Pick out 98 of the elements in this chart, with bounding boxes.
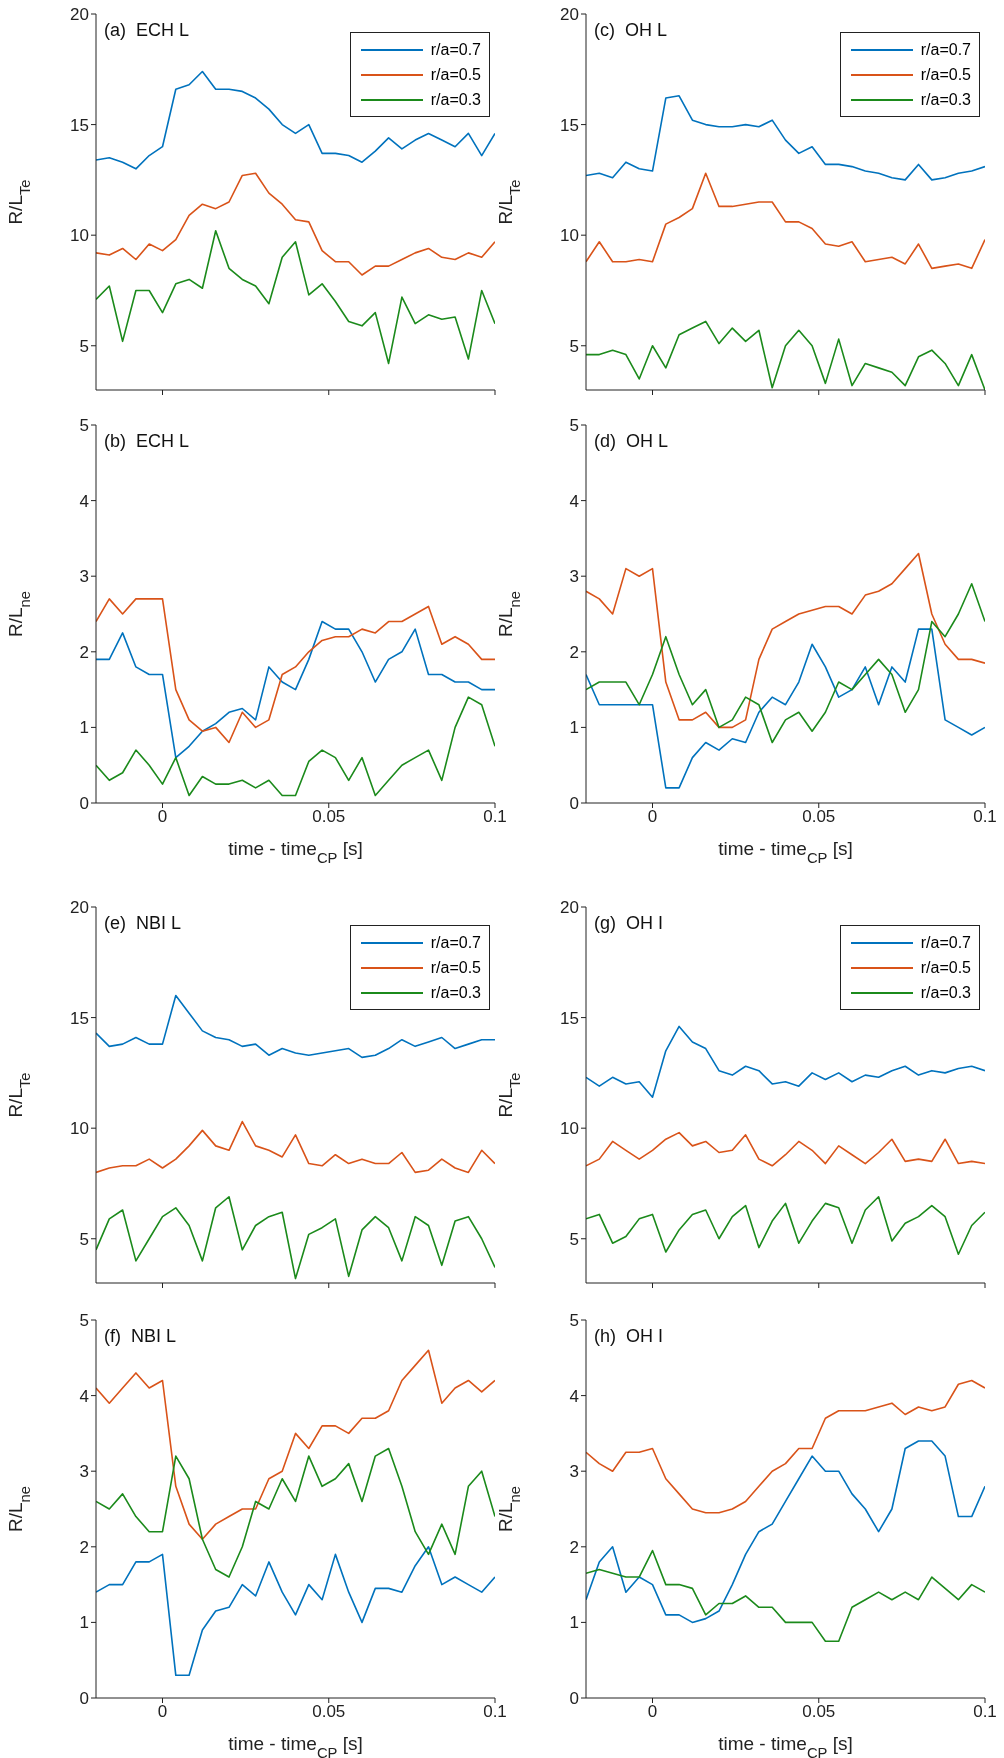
line-series xyxy=(96,172,495,276)
x-axis-title: time - time$_{CP}$ [s] xyxy=(228,838,363,866)
legend-label: r/a=0.7 xyxy=(920,933,971,952)
y-tick-label: 4 xyxy=(569,1386,579,1406)
y-tick-label: 10 xyxy=(70,226,89,246)
y-tick-label: 0 xyxy=(79,1689,89,1709)
x-tick-label: 0.05 xyxy=(802,1702,836,1722)
y-tick-label: 10 xyxy=(70,1119,89,1139)
x-axis-title: time - time$_{CP}$ [s] xyxy=(718,1733,853,1758)
y-tick-label: 5 xyxy=(569,1229,579,1249)
line-series xyxy=(96,1195,495,1280)
y-tick-label: 5 xyxy=(79,1311,89,1331)
annotation: (c) OH L xyxy=(594,20,668,41)
y-tick-label: 1 xyxy=(569,1613,579,1633)
legend-label: r/a=0.3 xyxy=(430,90,481,109)
x-tick-label: 0 xyxy=(647,807,658,827)
y-tick-label: 10 xyxy=(560,226,579,246)
y-tick-label: 2 xyxy=(79,642,89,662)
y-tick-label: 3 xyxy=(569,1462,579,1482)
x-tick-label: 0 xyxy=(157,1702,168,1722)
line-series xyxy=(586,172,985,270)
line-series xyxy=(586,1131,985,1167)
annotation: (g) OH I xyxy=(594,913,664,934)
legend-label: r/a=0.7 xyxy=(430,933,481,952)
y-tick-label: 20 xyxy=(70,898,89,918)
y-tick-label: 2 xyxy=(79,1537,89,1557)
legend-label: r/a=0.5 xyxy=(920,65,971,84)
x-axis-title: time - time$_{CP}$ [s] xyxy=(228,1733,363,1758)
y-tick-label: 4 xyxy=(79,1386,89,1406)
legend-label: r/a=0.7 xyxy=(920,40,971,59)
annotation: (b) ECH L xyxy=(104,431,190,452)
y-tick-label: 3 xyxy=(569,567,579,587)
y-tick-label: 5 xyxy=(79,1229,89,1249)
line-series xyxy=(96,620,495,759)
x-tick-label: 0.05 xyxy=(802,807,836,827)
y-tick-label: 10 xyxy=(560,1119,579,1139)
legend-label: r/a=0.3 xyxy=(920,90,971,109)
line-series xyxy=(96,1546,495,1677)
line-series xyxy=(96,70,495,170)
legend-label: r/a=0.3 xyxy=(920,983,971,1002)
y-tick-label: 3 xyxy=(79,1462,89,1482)
x-tick-label: 0.1 xyxy=(973,807,997,827)
line-series xyxy=(586,1195,985,1256)
line-series xyxy=(586,582,985,744)
y-tick-label: 0 xyxy=(569,1689,579,1709)
y-tick-label: 0 xyxy=(569,794,579,814)
x-tick-label: 0 xyxy=(647,1702,658,1722)
y-tick-label: 1 xyxy=(79,718,89,738)
y-tick-label: 3 xyxy=(79,567,89,587)
y-tick-label: 0 xyxy=(79,794,89,814)
y-tick-label: 15 xyxy=(70,115,89,135)
x-axis-title: time - time$_{CP}$ [s] xyxy=(718,838,853,866)
legend-label: r/a=0.5 xyxy=(920,958,971,977)
legend-label: r/a=0.5 xyxy=(430,65,481,84)
line-series xyxy=(96,229,495,365)
y-tick-label: 4 xyxy=(569,491,579,511)
x-tick-label: 0.1 xyxy=(973,1702,997,1722)
annotation: (h) OH I xyxy=(594,1326,664,1347)
line-series xyxy=(586,1379,985,1514)
x-tick-label: 0.1 xyxy=(483,1702,507,1722)
y-tick-label: 1 xyxy=(79,1613,89,1633)
line-series xyxy=(586,628,985,789)
y-tick-label: 15 xyxy=(70,1008,89,1028)
y-tick-label: 5 xyxy=(79,416,89,436)
line-series xyxy=(96,598,495,744)
line-series xyxy=(586,1549,985,1643)
line-series xyxy=(96,696,495,797)
line-series xyxy=(96,1120,495,1174)
y-tick-label: 20 xyxy=(70,5,89,25)
annotation: (e) NBI L xyxy=(104,913,182,934)
legend-label: r/a=0.3 xyxy=(430,983,481,1002)
y-tick-label: 15 xyxy=(560,115,579,135)
y-tick-label: 5 xyxy=(79,336,89,356)
annotation: (d) OH L xyxy=(594,431,669,452)
annotation: (a) ECH L xyxy=(104,20,190,41)
y-tick-label: 2 xyxy=(569,1537,579,1557)
annotation: (f) NBI L xyxy=(104,1326,177,1347)
y-tick-label: 20 xyxy=(560,898,579,918)
legend-label: r/a=0.5 xyxy=(430,958,481,977)
x-tick-label: 0.1 xyxy=(483,807,507,827)
y-tick-label: 4 xyxy=(79,491,89,511)
x-tick-label: 0 xyxy=(157,807,168,827)
y-tick-label: 20 xyxy=(560,5,579,25)
legend-label: r/a=0.7 xyxy=(430,40,481,59)
y-tick-label: 5 xyxy=(569,1311,579,1331)
line-series xyxy=(96,1447,495,1578)
y-tick-label: 5 xyxy=(569,416,579,436)
x-tick-label: 0.05 xyxy=(312,1702,346,1722)
line-series xyxy=(586,552,985,729)
y-tick-label: 1 xyxy=(569,718,579,738)
y-tick-label: 2 xyxy=(569,642,579,662)
y-tick-label: 15 xyxy=(560,1008,579,1028)
y-tick-label: 5 xyxy=(569,336,579,356)
line-series xyxy=(96,1349,495,1541)
line-series xyxy=(586,1440,985,1624)
line-series xyxy=(586,95,985,181)
line-series xyxy=(586,1025,985,1099)
x-tick-label: 0.05 xyxy=(312,807,346,827)
